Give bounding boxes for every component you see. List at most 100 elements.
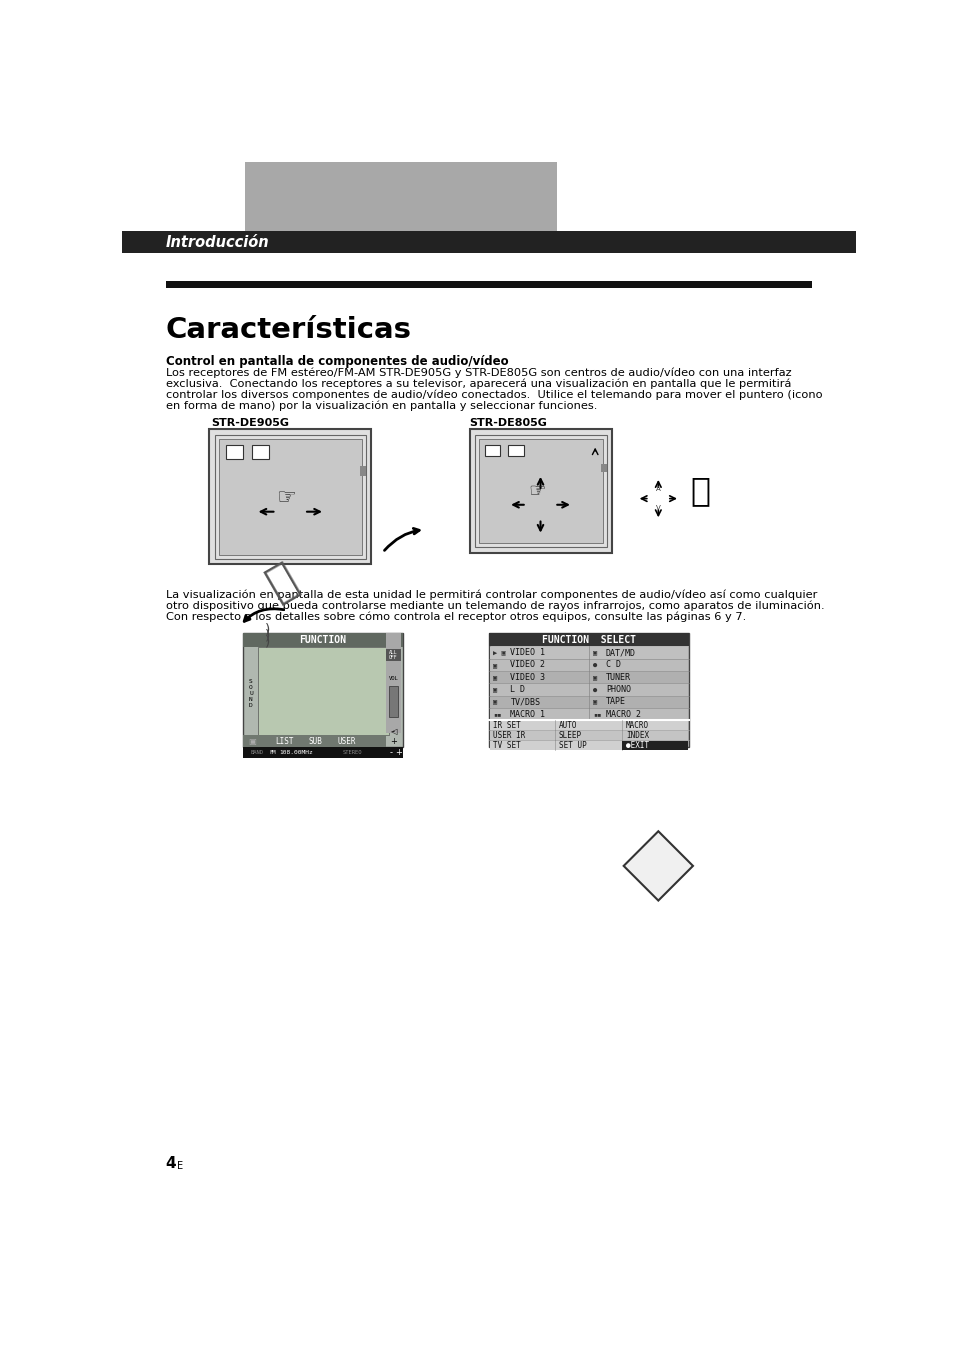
Text: Características: Características [166,316,411,345]
Bar [489,721,688,731]
Text: MACRO 1: MACRO 1 [510,709,545,719]
Text: A: A [656,486,660,492]
Bar [489,647,688,659]
Text: +: + [395,748,402,757]
Text: ): ) [264,623,270,636]
Text: USER IR: USER IR [493,731,524,740]
Bar [252,446,269,458]
Text: DAT/MD: DAT/MD [605,648,636,657]
Text: STR-DE805G: STR-DE805G [469,417,547,428]
Bar [600,463,606,471]
Text: ●: ● [592,686,597,693]
Text: 108.00MHz: 108.00MHz [279,750,313,755]
Text: AUTO: AUTO [558,721,577,730]
Bar [475,435,606,547]
Text: exclusiva.  Conectando los receptores a su televisor, aparecerá una visualizació: exclusiva. Conectando los receptores a s… [166,378,790,389]
Text: controlar los diversos componentes de audio/vídeo conectados.  Utilice el telema: controlar los diversos componentes de au… [166,389,821,400]
Bar [385,634,400,734]
Bar [489,671,688,684]
Text: VIDEO 2: VIDEO 2 [510,661,545,670]
Bar [166,281,811,288]
Bar [478,439,602,543]
Bar [389,686,397,716]
Bar [489,709,688,720]
Text: ✋: ✋ [260,555,305,607]
Text: ▪▪: ▪▪ [493,711,500,717]
Bar [488,634,688,747]
Bar [489,684,688,696]
Text: PHONO: PHONO [605,685,630,694]
Bar [621,742,688,750]
Bar [257,647,389,735]
Text: ▣: ▣ [592,650,597,655]
Text: -: - [392,727,395,736]
Text: Control en pantalla de componentes de audio/vídeo: Control en pantalla de componentes de au… [166,354,508,367]
Bar [508,444,523,457]
Bar [242,634,402,647]
Text: ▣: ▣ [592,698,597,705]
Text: ●: ● [592,662,597,667]
Bar [489,742,688,750]
Text: ☞: ☞ [276,488,296,508]
Text: TV SET: TV SET [493,740,520,750]
Bar [242,747,402,758]
Text: MACRO: MACRO [625,721,648,730]
Text: INDEX: INDEX [625,731,648,740]
Text: otro dispositivo que pueda controlarse mediante un telemando de rayos infrarrojo: otro dispositivo que pueda controlarse m… [166,600,823,611]
Polygon shape [623,831,692,901]
Text: VOL: VOL [388,676,398,681]
Text: FUNCTION: FUNCTION [299,635,346,646]
Text: ): ) [264,628,270,643]
Bar [218,439,361,555]
Text: 🤚: 🤚 [690,474,710,508]
Bar [469,430,612,553]
Text: SLEEP: SLEEP [558,731,581,740]
Text: ▶ ▣: ▶ ▣ [493,650,505,655]
Text: ●EXIT: ●EXIT [625,740,648,750]
Bar [488,634,688,646]
Text: SET UP: SET UP [558,740,586,750]
Text: USER: USER [336,736,355,746]
Text: ): ) [264,635,270,648]
Text: FM: FM [269,750,275,755]
Text: La visualización en pantalla de esta unidad le permitirá controlar componentes d: La visualización en pantalla de esta uni… [166,589,816,600]
Text: C D: C D [605,661,620,670]
Text: STEREO: STEREO [342,750,362,755]
Text: en forma de mano) por la visualización en pantalla y seleccionar funciones.: en forma de mano) por la visualización e… [166,400,597,411]
Text: +: + [390,736,396,746]
Bar [245,162,557,231]
Text: STR-DE905G: STR-DE905G [212,417,290,428]
Bar [210,430,371,565]
Text: ☞: ☞ [528,482,546,501]
Text: TAPE: TAPE [605,697,625,707]
Text: ◁: ◁ [390,727,396,736]
Bar [489,731,688,740]
Text: VIDEO 1: VIDEO 1 [510,648,545,657]
Text: FUNCTION  SELECT: FUNCTION SELECT [541,635,636,644]
Text: Los receptores de FM estéreo/FM-AM STR-DE905G y STR-DE805G son centros de audio/: Los receptores de FM estéreo/FM-AM STR-D… [166,367,790,378]
Text: S
O
U
N
D: S O U N D [249,680,253,708]
Text: ▣: ▣ [248,736,255,746]
Text: -: - [389,748,393,757]
Text: ALL
OFF: ALL OFF [389,650,397,661]
Bar [360,466,366,476]
Text: V: V [656,505,660,511]
Text: VIDEO 3: VIDEO 3 [510,673,545,682]
Text: LIST: LIST [275,736,294,746]
Bar [489,659,688,671]
Text: 4: 4 [166,1156,176,1171]
Bar [484,444,500,457]
Text: TV/DBS: TV/DBS [510,697,540,707]
Bar [121,231,856,253]
Text: BAND: BAND [250,750,263,755]
Text: IR SET: IR SET [493,721,520,730]
Text: ▪▪: ▪▪ [592,711,600,717]
Bar [489,697,688,708]
Text: L D: L D [510,685,525,694]
Bar [214,435,365,559]
Text: Con respecto a los detalles sobre cómo controla el receptor otros equipos, consu: Con respecto a los detalles sobre cómo c… [166,611,745,621]
Bar [385,648,400,661]
Text: TUNER: TUNER [605,673,630,682]
Text: Introducción: Introducción [166,235,269,250]
Text: E: E [177,1161,183,1171]
